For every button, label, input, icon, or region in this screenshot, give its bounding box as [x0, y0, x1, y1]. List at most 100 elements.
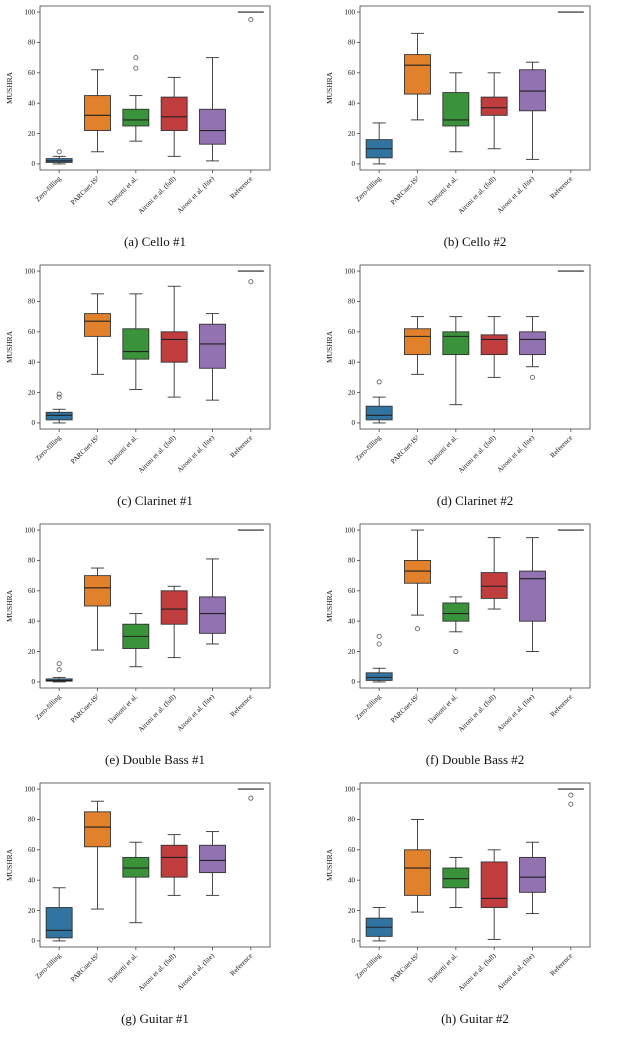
boxplot-double-bass-2: 0 20 40 60 80 100 MUSHRA Zero-filling PARCnet-IS…	[325, 523, 591, 734]
svg-text:Reference: Reference	[229, 175, 255, 201]
svg-text:MUSHRA: MUSHRA	[325, 848, 334, 881]
svg-text:Reference: Reference	[549, 952, 575, 978]
svg-text:80: 80	[28, 39, 36, 47]
svg-text:PARCnet-IS²: PARCnet-IS²	[69, 693, 101, 725]
boxplot-guitar-1: 0 20 40 60 80 100 MUSHRA Zero-filling PARCnet-IS…	[5, 782, 271, 993]
svg-text:100: 100	[25, 526, 36, 534]
svg-text:PARCnet-IS²: PARCnet-IS²	[69, 952, 101, 984]
svg-text:Daniotti et al.: Daniotti et al.	[107, 952, 140, 985]
svg-text:MUSHRA: MUSHRA	[5, 848, 14, 881]
svg-text:80: 80	[348, 298, 356, 306]
subfigure-h-guitar-2: 0 20 40 60 80 100 MUSHRA Zero-filling PARCnet-IS…	[320, 777, 640, 1036]
boxplot-guitar-2: 0 20 40 60 80 100 MUSHRA Zero-filling PARCnet-IS…	[325, 782, 591, 993]
svg-text:40: 40	[28, 99, 36, 107]
svg-text:40: 40	[348, 358, 356, 366]
svg-text:Aironi et al. (full): Aironi et al. (full)	[457, 951, 498, 992]
subfigure-g-guitar-1: 0 20 40 60 80 100 MUSHRA Zero-filling PARCnet-IS…	[0, 777, 320, 1036]
svg-text:100: 100	[345, 526, 356, 534]
svg-text:Reference: Reference	[549, 175, 575, 201]
svg-text:60: 60	[348, 587, 356, 595]
svg-text:MUSHRA: MUSHRA	[325, 589, 334, 622]
svg-text:Aironi et al. (full): Aironi et al. (full)	[137, 692, 178, 733]
svg-text:20: 20	[28, 130, 36, 138]
svg-text:PARCnet-IS²: PARCnet-IS²	[389, 952, 421, 984]
svg-text:Zero-filling: Zero-filling	[34, 433, 63, 462]
svg-text:80: 80	[348, 816, 356, 824]
svg-text:40: 40	[28, 876, 36, 884]
subfigure-caption: (h) Guitar #2	[441, 1011, 509, 1026]
svg-text:40: 40	[28, 358, 36, 366]
svg-text:100: 100	[25, 8, 36, 16]
svg-text:20: 20	[348, 907, 356, 915]
svg-text:100: 100	[25, 267, 36, 275]
subfigure-c-clarinet-1: 0 20 40 60 80 100 MUSHRA Zero-filling PARCnet-IS…	[0, 259, 320, 518]
svg-text:Aironi et al. (lite): Aironi et al. (lite)	[496, 433, 537, 474]
subfigure-caption: (g) Guitar #1	[121, 1011, 189, 1026]
subfigure-caption: (f) Double Bass #2	[425, 752, 525, 767]
svg-text:0: 0	[352, 937, 356, 945]
svg-text:Aironi et al. (full): Aironi et al. (full)	[457, 433, 498, 474]
svg-text:80: 80	[28, 557, 36, 565]
subfigure-f-double-bass-2: 0 20 40 60 80 100 MUSHRA Zero-filling PARCnet-IS…	[320, 518, 640, 777]
svg-text:40: 40	[28, 617, 36, 625]
boxplot-cello-1: 0 20 40 60 80 100 MUSHRA Zero-filling PARCnet-IS…	[5, 5, 271, 216]
svg-text:Daniotti et al.: Daniotti et al.	[427, 693, 460, 726]
svg-text:100: 100	[345, 267, 356, 275]
subfigure-caption: (b) Cello #2	[443, 234, 507, 249]
svg-text:MUSHRA: MUSHRA	[5, 330, 14, 363]
svg-text:Zero-filling: Zero-filling	[354, 433, 383, 462]
svg-text:20: 20	[28, 389, 36, 397]
subfigure-caption: (c) Clarinet #1	[117, 493, 193, 508]
svg-text:Reference: Reference	[229, 693, 255, 719]
svg-text:Reference: Reference	[229, 434, 255, 460]
svg-text:60: 60	[348, 69, 356, 77]
svg-text:Zero-filling: Zero-filling	[34, 951, 63, 980]
svg-text:PARCnet-IS²: PARCnet-IS²	[389, 175, 421, 207]
svg-text:20: 20	[348, 130, 356, 138]
svg-text:100: 100	[345, 8, 356, 16]
svg-text:Aironi et al. (lite): Aironi et al. (lite)	[176, 433, 217, 474]
svg-text:100: 100	[345, 785, 356, 793]
svg-text:PARCnet-IS²: PARCnet-IS²	[69, 175, 101, 207]
boxplot-clarinet-2: 0 20 40 60 80 100 MUSHRA Zero-filling PARCnet-IS…	[325, 264, 591, 475]
svg-text:0: 0	[352, 419, 356, 427]
svg-text:60: 60	[28, 587, 36, 595]
svg-text:20: 20	[28, 648, 36, 656]
svg-text:60: 60	[348, 328, 356, 336]
svg-text:40: 40	[348, 617, 356, 625]
svg-text:Reference: Reference	[549, 693, 575, 719]
svg-text:MUSHRA: MUSHRA	[325, 71, 334, 104]
svg-text:80: 80	[28, 298, 36, 306]
svg-text:60: 60	[348, 846, 356, 854]
svg-text:Zero-filling: Zero-filling	[354, 692, 383, 721]
boxplot-cello-2: 0 20 40 60 80 100 MUSHRA Zero-filling PARCnet-IS…	[325, 5, 591, 216]
svg-text:Zero-filling: Zero-filling	[34, 174, 63, 203]
subfigure-caption: (e) Double Bass #1	[104, 752, 205, 767]
svg-text:Reference: Reference	[549, 434, 575, 460]
svg-text:Aironi et al. (lite): Aironi et al. (lite)	[496, 174, 537, 215]
svg-text:Daniotti et al.: Daniotti et al.	[427, 952, 460, 985]
svg-text:80: 80	[348, 39, 356, 47]
svg-text:Daniotti et al.: Daniotti et al.	[107, 693, 140, 726]
subfigure-caption: (a) Cello #1	[123, 234, 187, 249]
boxplot-double-bass-1: 0 20 40 60 80 100 MUSHRA Zero-filling PARCnet-IS…	[5, 523, 271, 734]
svg-text:Aironi et al. (full): Aironi et al. (full)	[137, 951, 178, 992]
svg-text:Aironi et al. (full): Aironi et al. (full)	[457, 174, 498, 215]
svg-text:0: 0	[32, 678, 36, 686]
svg-text:MUSHRA: MUSHRA	[325, 330, 334, 363]
svg-text:20: 20	[348, 648, 356, 656]
svg-text:Aironi et al. (full): Aironi et al. (full)	[137, 433, 178, 474]
svg-text:100: 100	[25, 785, 36, 793]
svg-text:20: 20	[28, 907, 36, 915]
svg-text:Daniotti et al.: Daniotti et al.	[427, 434, 460, 467]
svg-text:PARCnet-IS²: PARCnet-IS²	[389, 693, 421, 725]
svg-text:60: 60	[28, 69, 36, 77]
svg-text:80: 80	[28, 816, 36, 824]
svg-text:Aironi et al. (lite): Aironi et al. (lite)	[176, 951, 217, 992]
svg-text:Aironi et al. (full): Aironi et al. (full)	[137, 174, 178, 215]
svg-text:Aironi et al. (lite): Aironi et al. (lite)	[176, 174, 217, 215]
svg-text:Aironi et al. (lite): Aironi et al. (lite)	[176, 692, 217, 733]
boxplot-clarinet-1: 0 20 40 60 80 100 MUSHRA Zero-filling PARCnet-IS…	[5, 264, 271, 475]
svg-text:PARCnet-IS²: PARCnet-IS²	[389, 434, 421, 466]
